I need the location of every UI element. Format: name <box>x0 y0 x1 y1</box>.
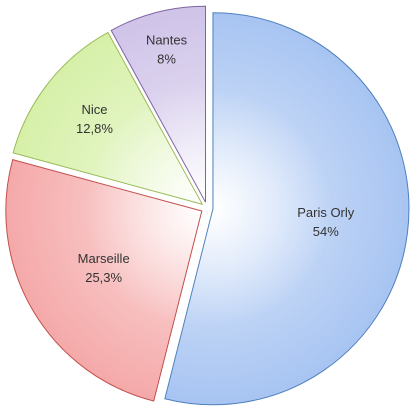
pie-slice <box>110 5 207 203</box>
pie-slice <box>12 31 204 206</box>
slice-label: Marseille <box>78 251 130 266</box>
pie-slice <box>164 12 410 406</box>
slice-value-label: 25,3% <box>85 270 122 285</box>
pie-slice <box>5 159 203 402</box>
slice-value-label: 12,8% <box>76 121 113 136</box>
slice-label: Nice <box>81 102 107 117</box>
slice-label: Nantes <box>146 33 188 48</box>
slice-value-label: 54% <box>313 224 339 239</box>
slice-value-label: 8% <box>157 52 176 67</box>
slice-label: Paris Orly <box>297 205 355 220</box>
